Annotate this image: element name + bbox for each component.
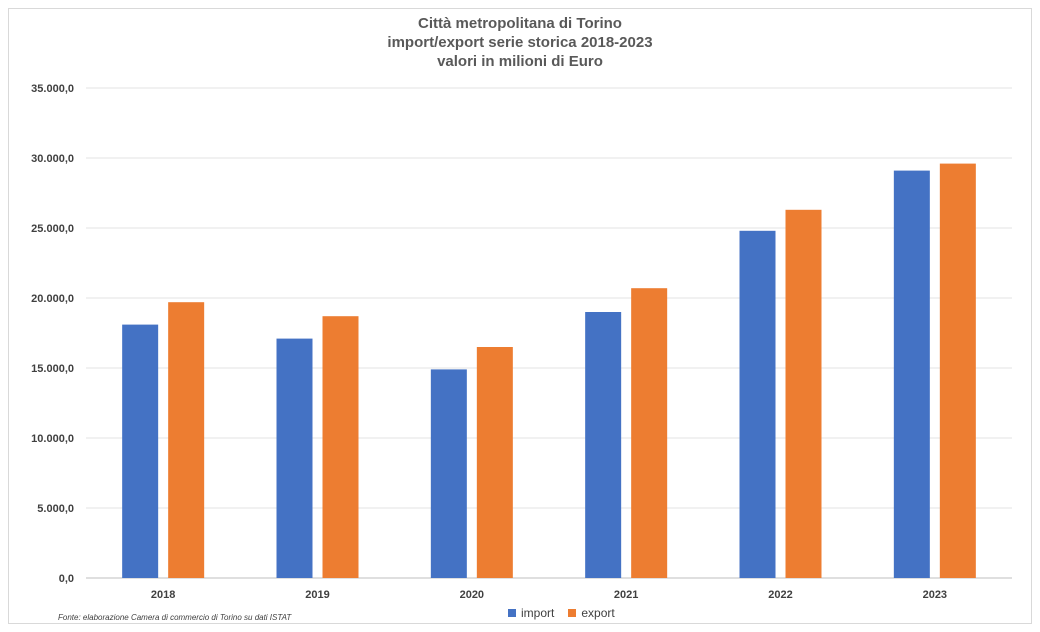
chart-title-line-1: Città metropolitana di Torino [418,15,622,32]
bar-export-2018 [168,302,205,578]
y-tick-label: 25.000,0 [31,223,74,235]
x-axis-ticks: 2018 2019 2020 2021 2022 2023 [151,589,947,601]
y-axis-ticks: 0,0 5.000,0 10.000,0 15.000,0 20.000,0 25.000… [31,83,74,585]
bar-export-2023 [939,163,976,578]
y-tick-label: 0,0 [59,573,74,585]
legend-label-import: import [521,606,555,620]
y-tick-label: 15.000,0 [31,363,74,375]
legend-item-import: import [508,606,554,620]
y-tick-label: 10.000,0 [31,433,74,445]
y-tick-label: 30.000,0 [31,153,74,165]
chart-title: Città metropolitana di Torino import/exp… [0,14,1040,71]
x-tick-label: 2023 [923,589,947,601]
bar-import-2018 [122,324,159,578]
bar-export-2020 [476,347,513,578]
legend-label-export: export [581,606,615,620]
bar-import-2021 [585,312,622,578]
bar-export-2019 [322,316,359,578]
y-tick-label: 20.000,0 [31,293,74,305]
legend: import export [508,606,615,620]
legend-swatch-export [568,609,577,617]
bar-import-2020 [430,369,467,578]
bar-export-2021 [631,288,668,578]
legend-item-export: export [568,606,615,620]
chart-title-line-2: import/export serie storica 2018-2023 [387,34,653,51]
chart-title-line-3: valori in milioni di Euro [437,53,603,70]
bar-export-2022 [785,209,822,579]
x-tick-label: 2021 [614,589,638,601]
source-note: Fonte: elaborazione Camera di commercio … [58,613,292,622]
gridlines [86,87,1012,579]
bar-import-2019 [276,338,313,578]
y-tick-label: 5.000,0 [37,503,74,515]
x-tick-label: 2020 [460,589,484,601]
bar-import-2023 [893,170,930,578]
x-tick-label: 2019 [305,589,329,601]
bar-import-2022 [739,230,776,579]
x-tick-label: 2018 [151,589,175,601]
bars [122,163,976,579]
legend-swatch-import [508,609,516,617]
y-tick-label: 35.000,0 [31,83,74,95]
x-tick-label: 2022 [768,589,792,601]
